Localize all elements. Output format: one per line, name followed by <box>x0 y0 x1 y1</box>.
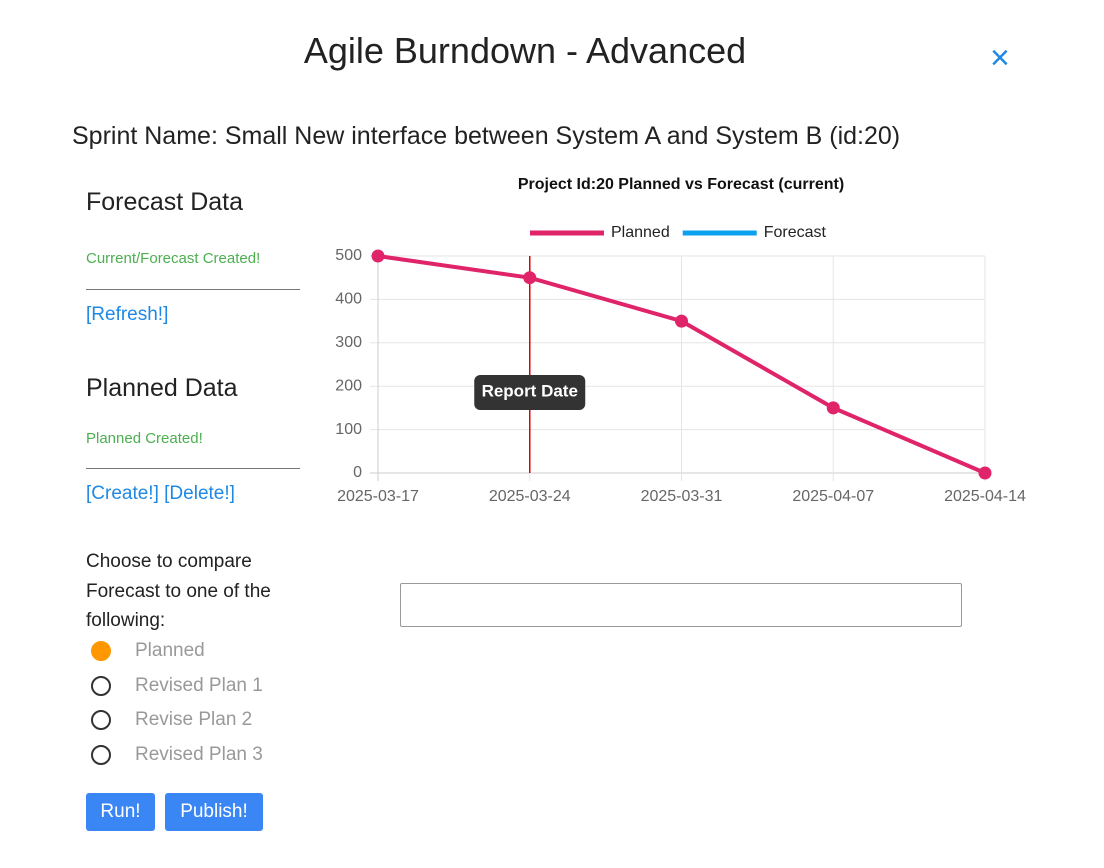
section-heading: Planned Data <box>86 374 238 402</box>
section-heading: Forecast Data <box>86 188 244 216</box>
publish-button[interactable]: Publish! <box>165 793 263 831</box>
status-text: Planned Created! <box>86 430 203 447</box>
link[interactable]: [Create!] <box>86 483 159 504</box>
action-links: [Refresh!] <box>86 304 168 326</box>
data-point <box>523 271 537 285</box>
radio-option[interactable]: Revise Plan 2 <box>91 707 252 733</box>
y-tick-label: 400 <box>335 291 362 308</box>
radio-circle[interactable] <box>91 710 111 731</box>
x-tick-label: 2025-04-07 <box>792 488 874 505</box>
compare-prompt: Choose to compare Forecast to one of the… <box>86 551 271 631</box>
x-tick-label: 2025-03-17 <box>337 488 419 505</box>
y-tick-label: 100 <box>335 421 362 438</box>
y-tick-label: 200 <box>335 377 362 394</box>
legend-label: Planned <box>611 224 670 241</box>
divider <box>86 468 300 469</box>
radio-label: Revised Plan 3 <box>135 744 263 766</box>
radio-circle[interactable] <box>91 675 111 696</box>
sprint-name: Sprint Name: Small New interface between… <box>72 122 901 150</box>
link[interactable]: [Delete!] <box>164 483 235 504</box>
radio-option[interactable]: Planned <box>91 638 205 664</box>
action-links: [Create!] [Delete!] <box>86 483 235 505</box>
run-button[interactable]: Run! <box>86 793 155 831</box>
data-point <box>978 466 992 480</box>
legend-label: Forecast <box>764 224 827 241</box>
x-tick-label: 2025-03-24 <box>489 488 571 505</box>
chart-title: Project Id:20 Planned vs Forecast (curre… <box>518 176 844 193</box>
radio-label: Planned <box>135 640 205 661</box>
legend-swatch <box>530 230 604 236</box>
x-tick-label: 2025-03-31 <box>641 488 723 505</box>
divider <box>86 289 300 290</box>
radio-option[interactable]: Revised Plan 3 <box>91 742 263 768</box>
status-text: Current/Forecast Created! <box>86 250 261 267</box>
tooltip-box <box>474 375 586 410</box>
text-input[interactable] <box>400 583 962 627</box>
radio-label: Revise Plan 2 <box>135 709 253 731</box>
radio-circle[interactable] <box>91 745 111 766</box>
y-tick-label: 0 <box>353 464 362 481</box>
modal-title: Agile Burndown - Advanced <box>303 30 747 71</box>
y-tick-label: 300 <box>335 334 362 351</box>
data-point <box>371 249 385 263</box>
radio-label: Revised Plan 1 <box>135 674 263 696</box>
link[interactable]: [Refresh!] <box>86 304 169 325</box>
tooltip-label: Report Date <box>482 381 578 400</box>
close-button[interactable]: × <box>990 39 1010 77</box>
legend-swatch <box>682 230 757 236</box>
chart: Project Id:20 Planned vs Forecast (curre… <box>335 176 1026 505</box>
data-point <box>826 401 840 415</box>
y-tick-label: 500 <box>335 247 362 264</box>
radio-circle[interactable] <box>91 641 111 661</box>
radio-option[interactable]: Revised Plan 1 <box>91 673 263 699</box>
x-tick-label: 2025-04-14 <box>944 488 1026 505</box>
data-point <box>675 314 688 328</box>
